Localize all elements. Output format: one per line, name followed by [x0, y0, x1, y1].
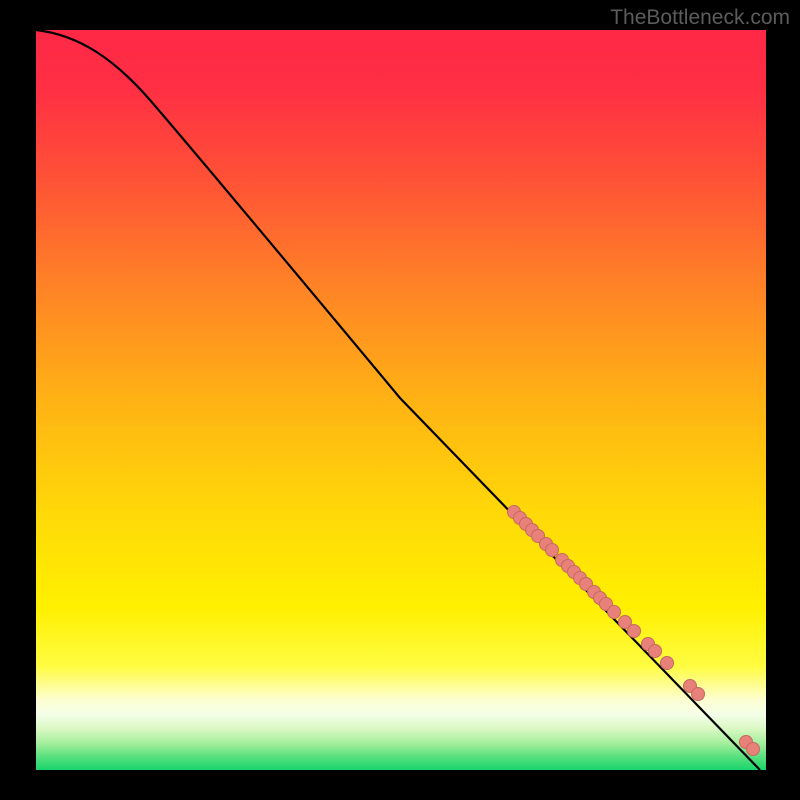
plot-area — [36, 30, 766, 770]
data-point — [648, 644, 662, 658]
data-point — [746, 742, 760, 756]
data-point — [691, 687, 705, 701]
points-layer — [0, 0, 800, 800]
data-point — [660, 656, 674, 670]
data-point — [627, 624, 641, 638]
